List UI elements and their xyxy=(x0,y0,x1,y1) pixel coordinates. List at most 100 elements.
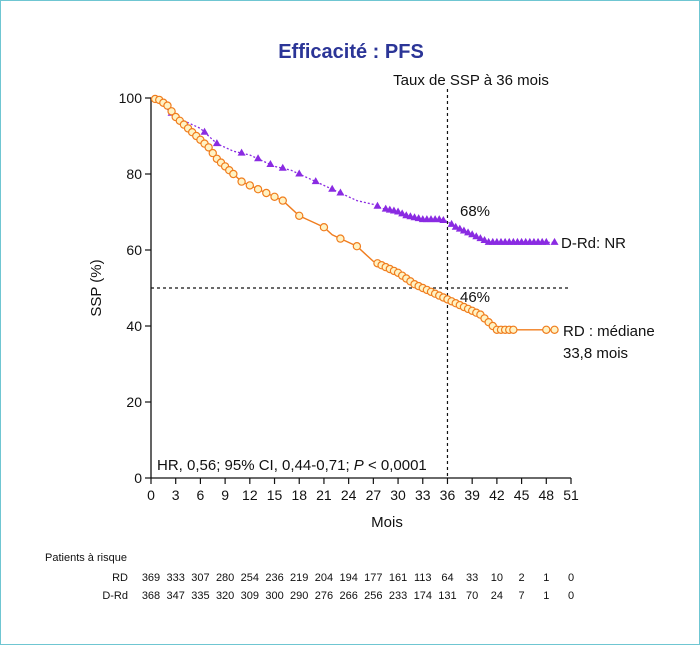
rd-censor-marker xyxy=(550,325,559,334)
drd-censor-marker xyxy=(550,237,559,245)
risk-value: 254 xyxy=(241,572,259,584)
x-tick-label: 24 xyxy=(341,487,357,503)
x-tick-label: 18 xyxy=(291,487,307,503)
y-tick-label: 100 xyxy=(119,90,143,106)
drd-rate-label: 68% xyxy=(460,203,490,220)
rd-curve xyxy=(150,97,555,331)
drd-censor-marker xyxy=(237,148,246,156)
risk-value: 194 xyxy=(339,572,357,584)
drd-censor-marker xyxy=(447,219,456,227)
x-tick-label: 48 xyxy=(539,487,555,503)
x-tick-label: 21 xyxy=(316,487,332,503)
risk-value: 256 xyxy=(364,590,382,602)
chart-title: Efficacité : PFS xyxy=(278,41,424,63)
drd-censor-marker xyxy=(439,216,448,224)
risk-value: 300 xyxy=(265,590,283,602)
rd-censor-marker xyxy=(295,211,304,220)
risk-value: 335 xyxy=(191,590,209,602)
x-tick-label: 42 xyxy=(489,487,505,503)
risk-value: 10 xyxy=(491,572,503,584)
risk-value: 307 xyxy=(191,572,209,584)
risk-value: 276 xyxy=(315,590,333,602)
risk-value: 347 xyxy=(167,590,185,602)
risk-value: 177 xyxy=(364,572,382,584)
drd-censor-marker xyxy=(394,207,403,215)
risk-value: 33 xyxy=(466,572,478,584)
drd-censor-marker xyxy=(266,160,275,167)
risk-value: 280 xyxy=(216,572,234,584)
drd-censor-marker xyxy=(254,154,263,162)
drd-censor-marker xyxy=(476,234,485,242)
risk-value: 64 xyxy=(441,572,453,584)
drd-censor-marker xyxy=(468,230,477,238)
rd-censor-marker xyxy=(336,234,345,243)
drd-censor-marker xyxy=(398,209,407,217)
rd-censor-marker xyxy=(352,241,362,251)
y-tick-label: 0 xyxy=(134,470,142,486)
rd-series-label-line1: RD : médiane xyxy=(563,323,655,340)
x-tick-label: 12 xyxy=(242,487,258,503)
x-tick-label: 3 xyxy=(172,487,180,503)
drd-censor-marker xyxy=(311,177,320,185)
rd-censor-marker xyxy=(509,325,518,334)
risk-value: 174 xyxy=(414,590,432,602)
rd-censor-marker xyxy=(253,184,263,194)
rd-censor-marker xyxy=(270,192,279,201)
risk-value: 219 xyxy=(290,572,308,584)
x-tick-label: 45 xyxy=(514,487,530,503)
x-tick-label: 51 xyxy=(563,487,579,503)
risk-value: 369 xyxy=(142,572,160,584)
rd-censor-marker xyxy=(204,143,213,152)
risk-row-label-rd: RD xyxy=(112,572,128,584)
drd-censor-marker xyxy=(455,224,464,232)
risk-value: 204 xyxy=(315,572,333,584)
drd-curve xyxy=(150,97,555,244)
drd-censor-marker xyxy=(459,226,468,234)
risk-value: 1 xyxy=(543,572,549,584)
x-tick-label: 36 xyxy=(440,487,456,503)
risk-value: 320 xyxy=(216,590,234,602)
risk-value: 2 xyxy=(519,572,525,584)
risk-value: 161 xyxy=(389,572,407,584)
risk-table-title: Patients à risque xyxy=(45,552,127,564)
rd-censor-marker xyxy=(163,101,172,110)
x-tick-label: 33 xyxy=(415,487,431,503)
rd-censor-marker xyxy=(245,181,255,190)
drd-censor-marker xyxy=(212,139,221,147)
x-tick-label: 0 xyxy=(147,487,155,503)
risk-value: 1 xyxy=(543,590,549,602)
rd-censor-marker xyxy=(167,107,176,116)
x-tick-label: 27 xyxy=(366,487,382,503)
drd-censor-marker xyxy=(295,169,304,177)
drd-censor-marker xyxy=(278,163,287,171)
y-tick-label: 40 xyxy=(126,318,142,334)
risk-value: 7 xyxy=(519,590,525,602)
rd-censor-marker xyxy=(208,148,217,158)
risk-value: 0 xyxy=(568,590,574,602)
drd-censor-marker xyxy=(464,228,473,236)
drd-censor-marker xyxy=(472,232,481,240)
x-tick-label: 15 xyxy=(267,487,283,503)
risk-value: 236 xyxy=(265,572,283,584)
risk-value: 266 xyxy=(339,590,357,602)
drd-series-label: D-Rd: NR xyxy=(561,235,626,252)
risk-value: 309 xyxy=(241,590,259,602)
rd-rate-label: 46% xyxy=(460,289,490,306)
drd-censor-marker xyxy=(328,184,337,192)
risk-row-label-drd: D-Rd xyxy=(102,590,128,602)
drd-censor-marker xyxy=(480,236,489,243)
risk-value: 131 xyxy=(438,590,456,602)
p-label: P xyxy=(354,457,364,474)
risk-value: 368 xyxy=(142,590,160,602)
drd-censor-marker xyxy=(200,127,209,135)
x-tick-label: 9 xyxy=(221,487,229,503)
rd-censor-marker xyxy=(319,222,329,232)
rd-censor-marker xyxy=(278,196,287,205)
y-axis-label: SSP (%) xyxy=(88,259,105,316)
risk-value: 70 xyxy=(466,590,478,602)
x-axis-label: Mois xyxy=(371,514,403,531)
hr-text: HR, 0,56; 95% CI, 0,44-0,71; xyxy=(157,457,354,474)
risk-value: 233 xyxy=(389,590,407,602)
p-value: < 0,0001 xyxy=(364,457,427,474)
